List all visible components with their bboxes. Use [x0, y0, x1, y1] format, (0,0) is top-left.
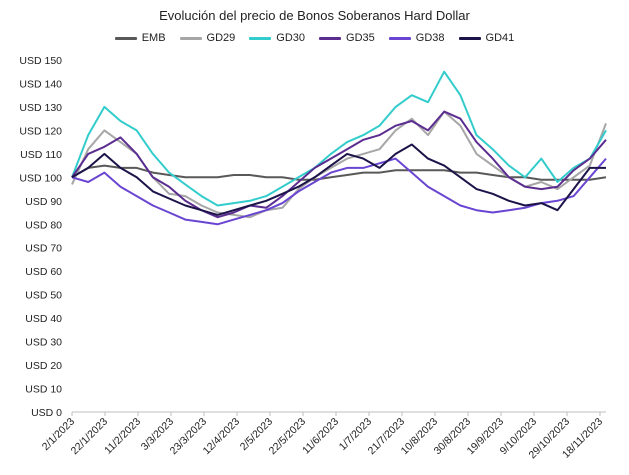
y-tick-label: USD 100 [19, 172, 62, 184]
series-line-gd38 [71, 157, 607, 226]
legend-label: GD41 [485, 32, 515, 44]
x-tick-label: 11/2/2023 [102, 416, 143, 457]
series-line-gd29 [71, 110, 607, 219]
series-line-emb [71, 164, 607, 181]
y-axis-ticks: USD 0 USD 10 USD 20 USD 30 USD 40 USD 50 USD 6… [19, 55, 62, 419]
legend-item-emb: EMB [114, 32, 166, 44]
legend-label: GD35 [346, 32, 375, 44]
legend-swatch [458, 36, 481, 40]
y-tick-label: USD 120 [19, 125, 62, 137]
legend-item-gd41: GD41 [458, 32, 515, 44]
legend-label: EMB [141, 32, 166, 44]
y-tick-label: USD 30 [25, 337, 62, 349]
series-line-gd30 [71, 70, 607, 207]
legend-swatch [388, 36, 411, 40]
chart-title: Evolución del precio de Bonos Soberanos … [159, 8, 470, 23]
y-tick-label: USD 50 [25, 290, 62, 302]
legend: EMB GD29 GD30 GD35 GD38 GD41 [0, 32, 629, 44]
legend-item-gd29: GD29 [179, 32, 236, 44]
legend-swatch [114, 36, 137, 40]
series-line-gd41 [71, 143, 606, 216]
y-tick-label: USD 60 [25, 266, 62, 278]
series-line-gd35 [71, 110, 607, 219]
x-tick-label: 11/6/2023 [300, 416, 341, 457]
legend-label: GD38 [415, 32, 445, 44]
y-tick-label: USD 110 [20, 149, 62, 161]
legend-swatch [319, 36, 342, 40]
y-tick-label: USD 0 [31, 407, 62, 419]
y-tick-label: USD 90 [25, 196, 62, 208]
legend-item-gd30: GD30 [249, 32, 305, 44]
y-tick-label: USD 10 [25, 384, 62, 396]
x-tick-label: 12/4/2023 [201, 416, 243, 458]
y-tick-label: USD 80 [25, 219, 62, 231]
legend-swatch [179, 36, 202, 40]
y-tick-label: USD 140 [19, 78, 62, 90]
x-axis-ticks: 2/1/202322/1/202311/2/20233/3/202323/3/2… [40, 412, 605, 461]
y-tick-label: USD 40 [25, 313, 62, 325]
y-tick-label: USD 70 [25, 243, 62, 255]
y-tick-label: USD 20 [25, 360, 62, 372]
legend-swatch [249, 36, 272, 40]
y-tick-label: USD 150 [19, 55, 62, 67]
legend-label: GD29 [206, 32, 236, 44]
y-tick-label: USD 130 [19, 102, 62, 114]
legend-label: GD30 [276, 32, 306, 44]
legend-item-gd38: GD38 [388, 32, 445, 44]
series-lines [71, 70, 607, 226]
legend-item-gd35: GD35 [319, 32, 375, 44]
